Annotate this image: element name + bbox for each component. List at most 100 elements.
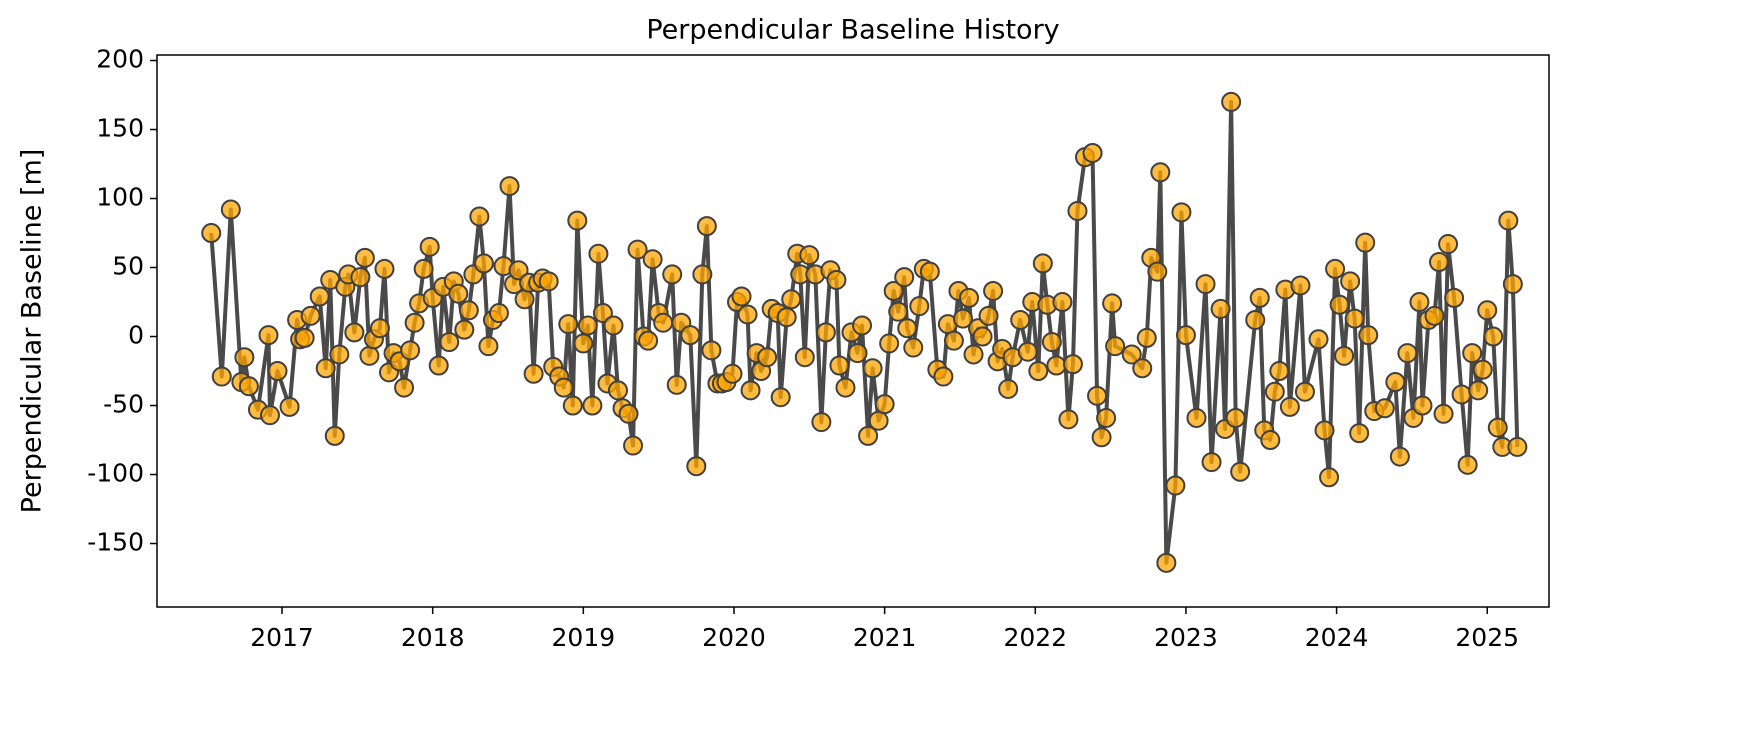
data-point [1156,552,1177,573]
data-point [883,280,904,301]
data-point [847,343,868,364]
x-tick-label: 2020 [702,623,766,652]
data-point [374,258,395,279]
data-point [1314,420,1335,441]
y-tick-label: -150 [87,528,144,557]
data-point [897,318,918,339]
x-tick-label: 2022 [1003,623,1067,652]
data-point [1358,325,1379,346]
y-tick-label: -50 [103,390,144,419]
data-point [701,340,722,361]
data-point [454,319,475,340]
data-point [1230,461,1251,482]
data-point [1438,234,1459,255]
data-point [731,286,752,307]
data-point [826,269,847,290]
data-point [1245,309,1266,330]
data-point [1046,355,1067,376]
data-point [1487,417,1508,438]
data-point [1344,308,1365,329]
y-tick-label: 150 [96,114,144,143]
data-point [627,239,648,260]
data-point [538,271,559,292]
data-point [1468,380,1489,401]
data-point [1175,325,1196,346]
data-point [603,315,624,336]
data-point [238,376,259,397]
data-point [419,236,440,257]
data-point [909,296,930,317]
data-point [998,378,1019,399]
data-point [473,253,494,274]
data-point [567,210,588,231]
data-point [553,377,574,398]
data-point [737,304,758,325]
data-point [983,280,1004,301]
data-point [1349,423,1370,444]
data-point [879,333,900,354]
data-point [1132,358,1153,379]
data-point [573,333,594,354]
data-point [862,358,883,379]
data-point [811,412,832,433]
data-point [344,322,365,343]
series-line [209,99,1520,565]
data-point [1269,361,1290,382]
data-point [394,377,415,398]
data-point [653,312,674,333]
x-tick-label: 2021 [853,623,917,652]
data-point [972,326,993,347]
data-point [1329,294,1350,315]
data-point [888,301,909,322]
data-point [623,435,644,456]
y-tick-label: 200 [96,45,144,74]
data-point [1087,385,1108,406]
y-tick-label: 0 [128,321,144,350]
y-axis-label: Perpendicular Baseline [m] [17,149,48,514]
data-point [1498,210,1519,231]
data-point [439,332,460,353]
data-point [1147,261,1168,282]
data-point [1444,287,1465,308]
data-point [1105,336,1126,357]
data-point [1472,359,1493,380]
data-point [692,264,713,285]
data-point [523,363,544,384]
data-point [794,347,815,368]
data-point [1319,467,1340,488]
data-point [1102,293,1123,314]
data-point [1424,305,1445,326]
data-point [1409,292,1430,313]
data-point [1058,409,1079,430]
y-tick-label: -100 [87,459,144,488]
data-point [369,318,390,339]
data-point [1325,258,1346,279]
data-point [1032,253,1053,274]
data-point [1502,274,1523,295]
data-point [1429,252,1450,272]
x-tick-label: 2023 [1154,623,1218,652]
data-point [267,361,288,382]
data-point [781,289,802,310]
data-point [1451,384,1472,405]
data-point [294,327,315,348]
data-point [638,330,659,351]
data-point [1264,381,1285,402]
data-point [1412,395,1433,416]
data-point [852,315,873,336]
data-point [776,307,797,328]
x-tick-label: 2024 [1305,623,1369,652]
data-point [680,325,701,346]
data-point [858,425,879,446]
data-point [662,264,683,285]
data-point [1186,407,1207,428]
data-point [1082,142,1103,163]
data-point [1462,343,1483,364]
data-point [1096,407,1117,428]
data-point [666,374,687,395]
data-point [835,377,856,398]
data-point [963,344,984,365]
y-tick-label: 100 [96,183,144,212]
data-point [1062,354,1083,375]
data-point [488,303,509,324]
